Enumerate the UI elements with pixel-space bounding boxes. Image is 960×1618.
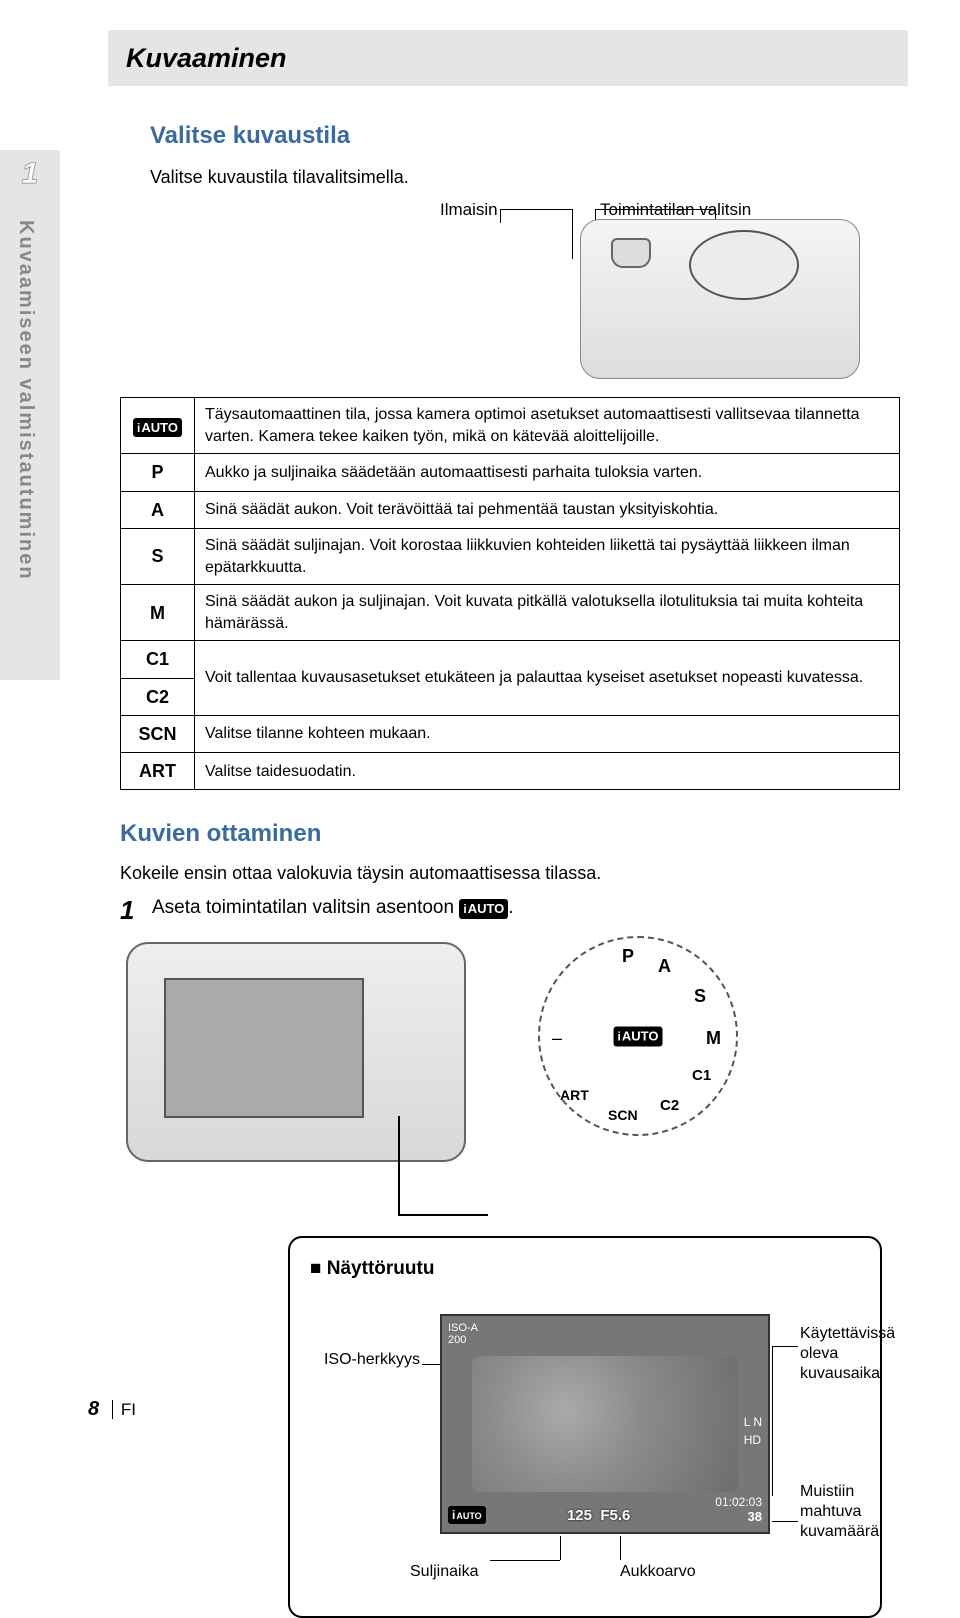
section-subtext: Valitse kuvaustila tilavalitsimella. xyxy=(150,165,900,189)
mode-desc: Sinä säädät aukon. Voit terävöittää tai … xyxy=(195,491,900,528)
lcd-mode-badge: AUTO xyxy=(448,1503,486,1526)
callout-line xyxy=(398,1116,488,1216)
annot-shots: Muistiin mahtuva kuvamäärä xyxy=(800,1482,879,1542)
page-footer: 8 FI xyxy=(88,1396,136,1423)
step-number: 1 xyxy=(120,893,152,928)
lcd-preview: ISO-A 200 AUTO 125 F5.6 L N HD 01:02:03 … xyxy=(440,1314,770,1534)
side-tab: 1 Kuvaamiseen valmistautuminen xyxy=(0,150,60,680)
camera-back-screen xyxy=(164,978,364,1118)
lcd-shots-left: 38 xyxy=(748,1508,762,1526)
step-text: Aseta toimintatilan valitsin asentoon AU… xyxy=(152,893,514,921)
mode-cell: S xyxy=(121,528,195,584)
iauto-badge-icon: AUTO xyxy=(614,1027,663,1047)
section-title-shoot: Kuvien ottaminen xyxy=(120,818,900,850)
mode-cell: SCN xyxy=(121,715,195,752)
camera-top-graphic xyxy=(580,219,860,379)
lcd-exposure: 125 F5.6 xyxy=(567,1506,630,1526)
page-number: 8 xyxy=(88,1398,99,1420)
mode-dial-illustration: P A S M C1 C2 SCN ART – AUTO xyxy=(538,936,738,1136)
annot-rectime: Käytettävissä oleva kuvausaika xyxy=(800,1324,895,1384)
annot-iso: ISO-herkkyys xyxy=(310,1350,420,1370)
camera-back-illustration-row: P A S M C1 C2 SCN ART – AUTO xyxy=(108,936,900,1236)
mode-cell: M xyxy=(121,585,195,641)
mode-cell: C1 xyxy=(121,641,195,678)
mode-dial-graphic xyxy=(689,230,799,300)
mode-desc: Aukko ja suljinaika säädetään automaatti… xyxy=(195,454,900,491)
pointer-label-left: Ilmaisin xyxy=(440,199,498,222)
iauto-badge-icon: AUTO xyxy=(133,418,182,438)
mode-desc: Täysautomaattinen tila, jossa kamera opt… xyxy=(195,398,900,454)
camera-top-illustration: Ilmaisin Toimintatilan valitsin xyxy=(150,199,900,389)
mode-cell: ART xyxy=(121,753,195,790)
mode-desc: Valitse tilanne kohteen mukaan. xyxy=(195,715,900,752)
lcd-iso: ISO-A 200 xyxy=(448,1322,478,1346)
display-callout-box: Näyttöruutu ISO-herkkyys Käytettävissä o… xyxy=(288,1236,882,1618)
annot-aperture: Aukkoarvo xyxy=(620,1562,696,1582)
side-tab-label: Kuvaamiseen valmistautuminen xyxy=(12,220,39,670)
mode-cell-iauto: AUTO xyxy=(121,398,195,454)
lcd-subject-graphic xyxy=(472,1356,738,1492)
section-title-mode: Valitse kuvaustila xyxy=(150,120,900,152)
mode-desc: Voit tallentaa kuvausasetukset etukäteen… xyxy=(195,641,900,716)
page-lang: FI xyxy=(112,1400,136,1419)
chapter-title-bar: Kuvaaminen xyxy=(108,30,908,86)
display-heading: Näyttöruutu xyxy=(310,1256,860,1282)
step-1: 1 Aseta toimintatilan valitsin asentoon … xyxy=(120,893,900,928)
mode-cell: P xyxy=(121,454,195,491)
shutter-button-graphic xyxy=(611,238,651,268)
lcd-quality: L N HD xyxy=(744,1416,762,1446)
iauto-badge-icon: AUTO xyxy=(459,899,508,919)
mode-desc: Sinä säädät aukon ja suljinajan. Voit ku… xyxy=(195,585,900,641)
mode-desc: Sinä säädät suljinajan. Voit korostaa li… xyxy=(195,528,900,584)
annot-shutter: Suljinaika xyxy=(410,1562,478,1582)
chapter-number: 1 xyxy=(0,150,60,195)
mode-table: AUTO Täysautomaattinen tila, jossa kamer… xyxy=(120,397,900,790)
chapter-title: Kuvaaminen xyxy=(126,40,890,76)
mode-cell: C2 xyxy=(121,678,195,715)
mode-cell: A xyxy=(121,491,195,528)
section-body: Kokeile ensin ottaa valokuvia täysin aut… xyxy=(120,861,900,885)
mode-desc: Valitse taidesuodatin. xyxy=(195,753,900,790)
